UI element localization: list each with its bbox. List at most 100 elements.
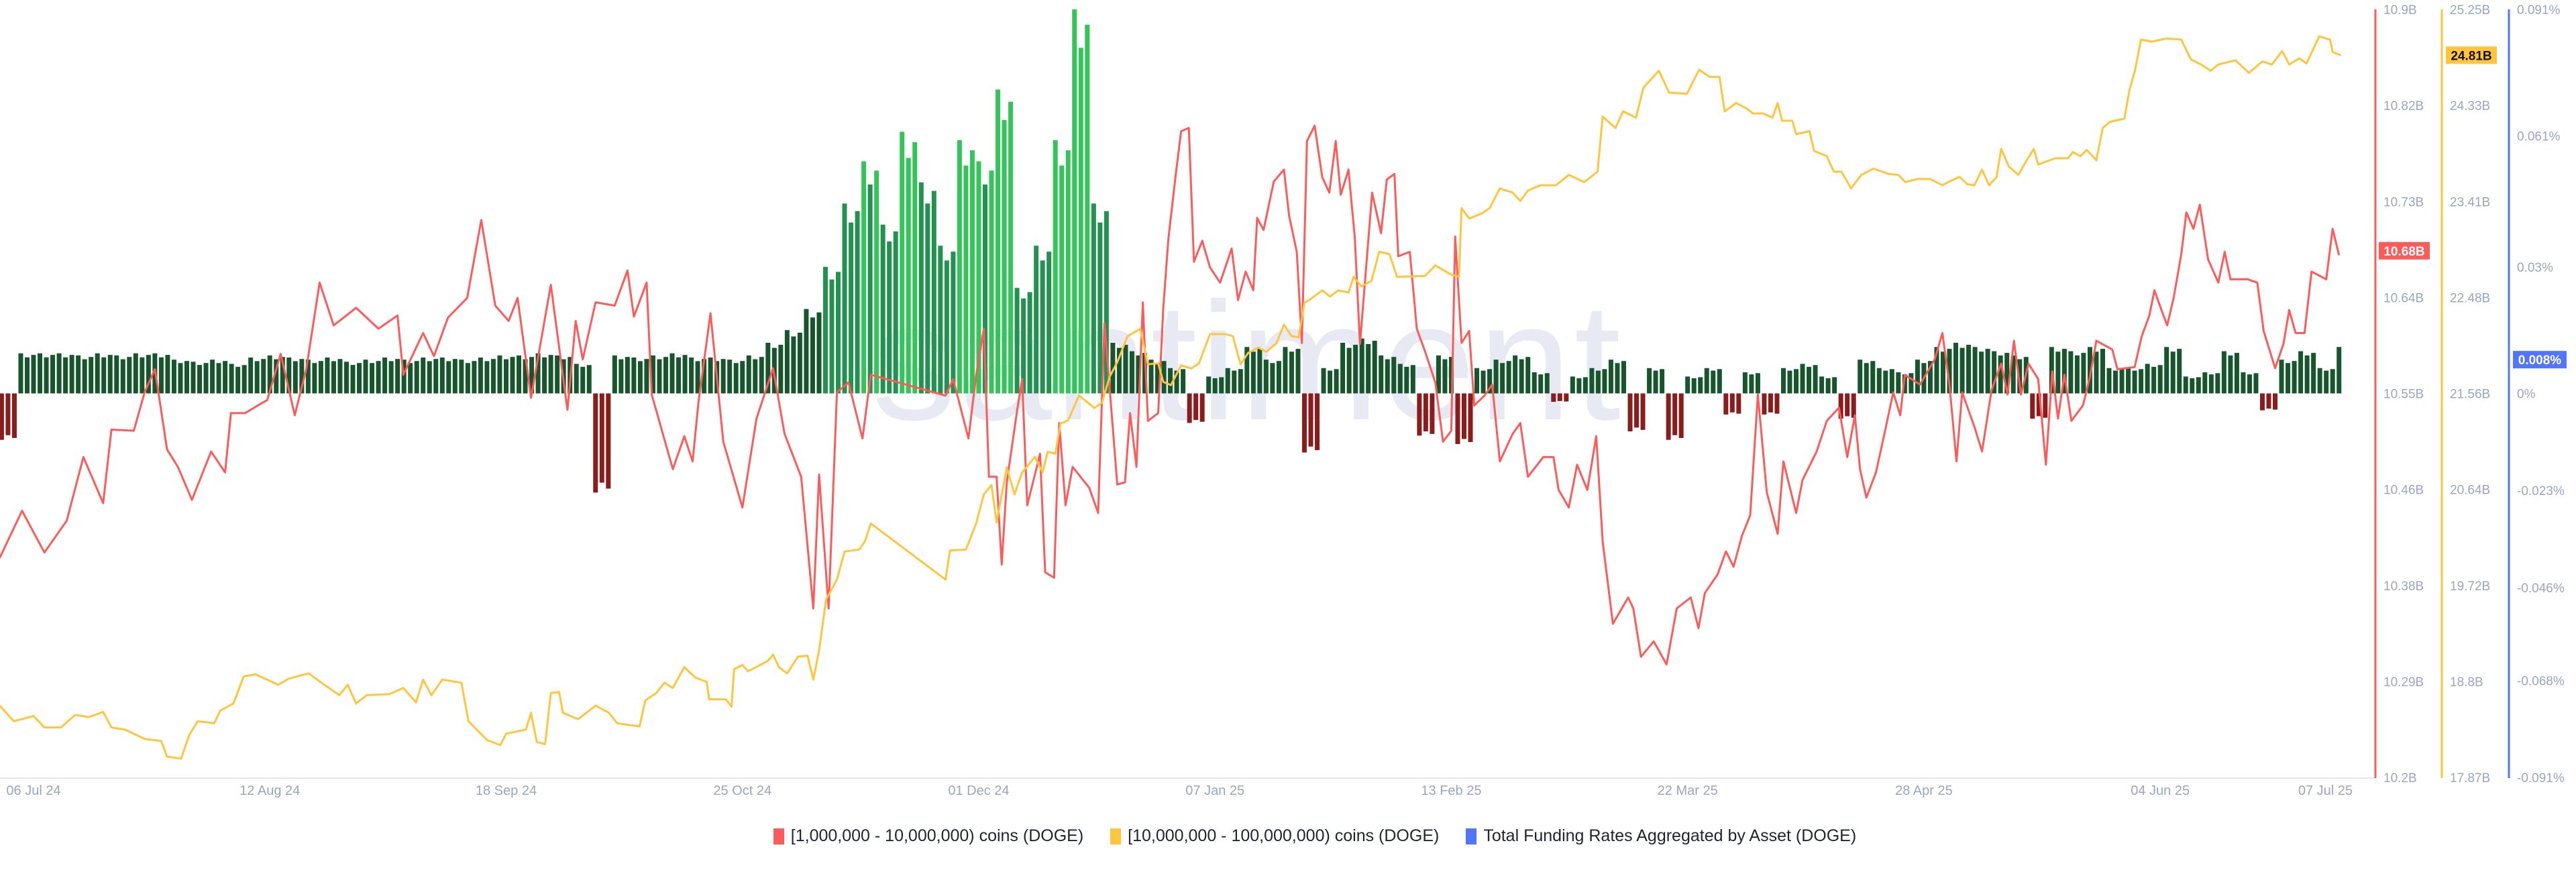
funding-bar [1615, 363, 1620, 394]
legend-item-large-holders[interactable]: [10,000,000 - 100,000,000) coins (DOGE) [1110, 826, 1439, 846]
red-axis-tick: 10.38B [2383, 580, 2424, 594]
yellow-axis-tick: 19.72B [2450, 580, 2490, 594]
funding-bar [708, 358, 713, 394]
funding-bar [1870, 361, 1876, 394]
red-axis-tick: 10.82B [2383, 99, 2424, 113]
funding-bar [1794, 369, 1799, 394]
blue-axis-tick: -0.046% [2517, 582, 2565, 596]
funding-bar [280, 357, 285, 394]
funding-bar [1698, 377, 1703, 394]
funding-bar [1570, 376, 1575, 394]
funding-bar [695, 361, 700, 394]
funding-bar [140, 357, 145, 394]
funding-bar [2215, 373, 2220, 394]
funding-bar [2151, 366, 2157, 394]
funding-bar [1800, 364, 1805, 394]
series-line-1m-10m [0, 124, 2341, 665]
funding-bar [1212, 378, 1218, 394]
funding-bar [178, 363, 183, 394]
funding-bar [1244, 347, 1250, 394]
funding-bar [1819, 376, 1825, 394]
funding-bar [657, 359, 662, 394]
funding-bar [363, 360, 368, 394]
funding-bar [1321, 368, 1326, 394]
funding-bar [1116, 347, 1122, 394]
x-tick-label: 07 Jan 25 [1185, 783, 1244, 798]
funding-bar [1097, 222, 1103, 394]
funding-bar [1666, 393, 1671, 440]
funding-bar [1717, 369, 1722, 394]
funding-bar [1161, 361, 1167, 394]
funding-bar [1328, 370, 1333, 394]
funding-bar [325, 358, 330, 394]
funding-bar [2190, 378, 2195, 394]
funding-bar [880, 224, 885, 394]
funding-bar [472, 361, 477, 394]
funding-bar [676, 357, 682, 394]
funding-bar [465, 363, 470, 394]
funding-bar [1934, 347, 1939, 394]
legend: [1,000,000 - 10,000,000) coins (DOGE) [1… [0, 826, 2576, 846]
red-axis-tick: 10.55B [2383, 388, 2424, 402]
funding-bar [1002, 119, 1007, 394]
funding-bar [1774, 393, 1780, 414]
funding-bar [925, 203, 930, 394]
funding-bar [2208, 374, 2214, 394]
funding-bar [1481, 370, 1486, 394]
funding-bar [1787, 370, 1792, 394]
blue-axis-tick: 0.03% [2517, 261, 2553, 275]
funding-bar [248, 358, 254, 394]
funding-bar [996, 89, 1001, 394]
funding-bar [2317, 368, 2322, 394]
funding-bar [446, 361, 451, 394]
funding-bar [427, 361, 432, 394]
red-value-badge-bg [2379, 241, 2430, 260]
funding-bar [318, 361, 323, 394]
legend-label: Total Funding Rates Aggregated by Asset … [1483, 826, 1857, 845]
funding-bar [24, 357, 30, 394]
funding-bar [184, 361, 189, 394]
funding-bar [299, 359, 305, 394]
funding-bar [586, 365, 592, 394]
blue-value-badge-bg [2513, 351, 2567, 369]
funding-bar [1564, 393, 1569, 402]
funding-bar [1053, 140, 1058, 394]
funding-bar [107, 355, 113, 394]
x-tick-label: 12 Aug 24 [239, 783, 300, 798]
legend-item-small-holders[interactable]: [1,000,000 - 10,000,000) coins (DOGE) [773, 826, 1083, 846]
funding-bar [1691, 378, 1697, 394]
x-tick-label: 28 Apr 25 [1895, 783, 1953, 798]
funding-bar [1660, 369, 1665, 394]
funding-bar [720, 359, 726, 394]
funding-bar [235, 366, 241, 394]
funding-bar [1889, 369, 1894, 394]
funding-bar [2241, 372, 2246, 394]
funding-bar [127, 357, 132, 394]
funding-bar [1059, 165, 1065, 394]
legend-item-funding-rates[interactable]: Total Funding Rates Aggregated by Asset … [1466, 826, 1856, 846]
funding-bar [2273, 393, 2278, 410]
funding-bar [1129, 351, 1134, 394]
funding-bar [1461, 393, 1466, 439]
funding-bar [1704, 368, 1709, 394]
funding-bar [727, 360, 733, 394]
x-tick-label: 07 Jul 25 [2298, 783, 2353, 798]
funding-bar [1813, 365, 1818, 394]
funding-bar [2202, 372, 2208, 394]
funding-bar [5, 393, 11, 435]
funding-bar [1046, 252, 1052, 394]
funding-bar [2286, 363, 2291, 394]
funding-bar [938, 246, 943, 394]
yellow-axis-tick: 25.25B [2450, 3, 2490, 17]
funding-bar [1040, 260, 1045, 394]
funding-bar [2259, 393, 2265, 411]
funding-bar [223, 361, 228, 394]
funding-bar [606, 393, 611, 489]
funding-bar [2010, 355, 2016, 394]
funding-bar [625, 357, 630, 394]
funding-bar [1608, 360, 1613, 394]
red-axis-tick: 10.64B [2383, 291, 2424, 305]
funding-bar [580, 366, 586, 394]
funding-bar [2119, 369, 2125, 394]
funding-bar [1308, 393, 1313, 447]
